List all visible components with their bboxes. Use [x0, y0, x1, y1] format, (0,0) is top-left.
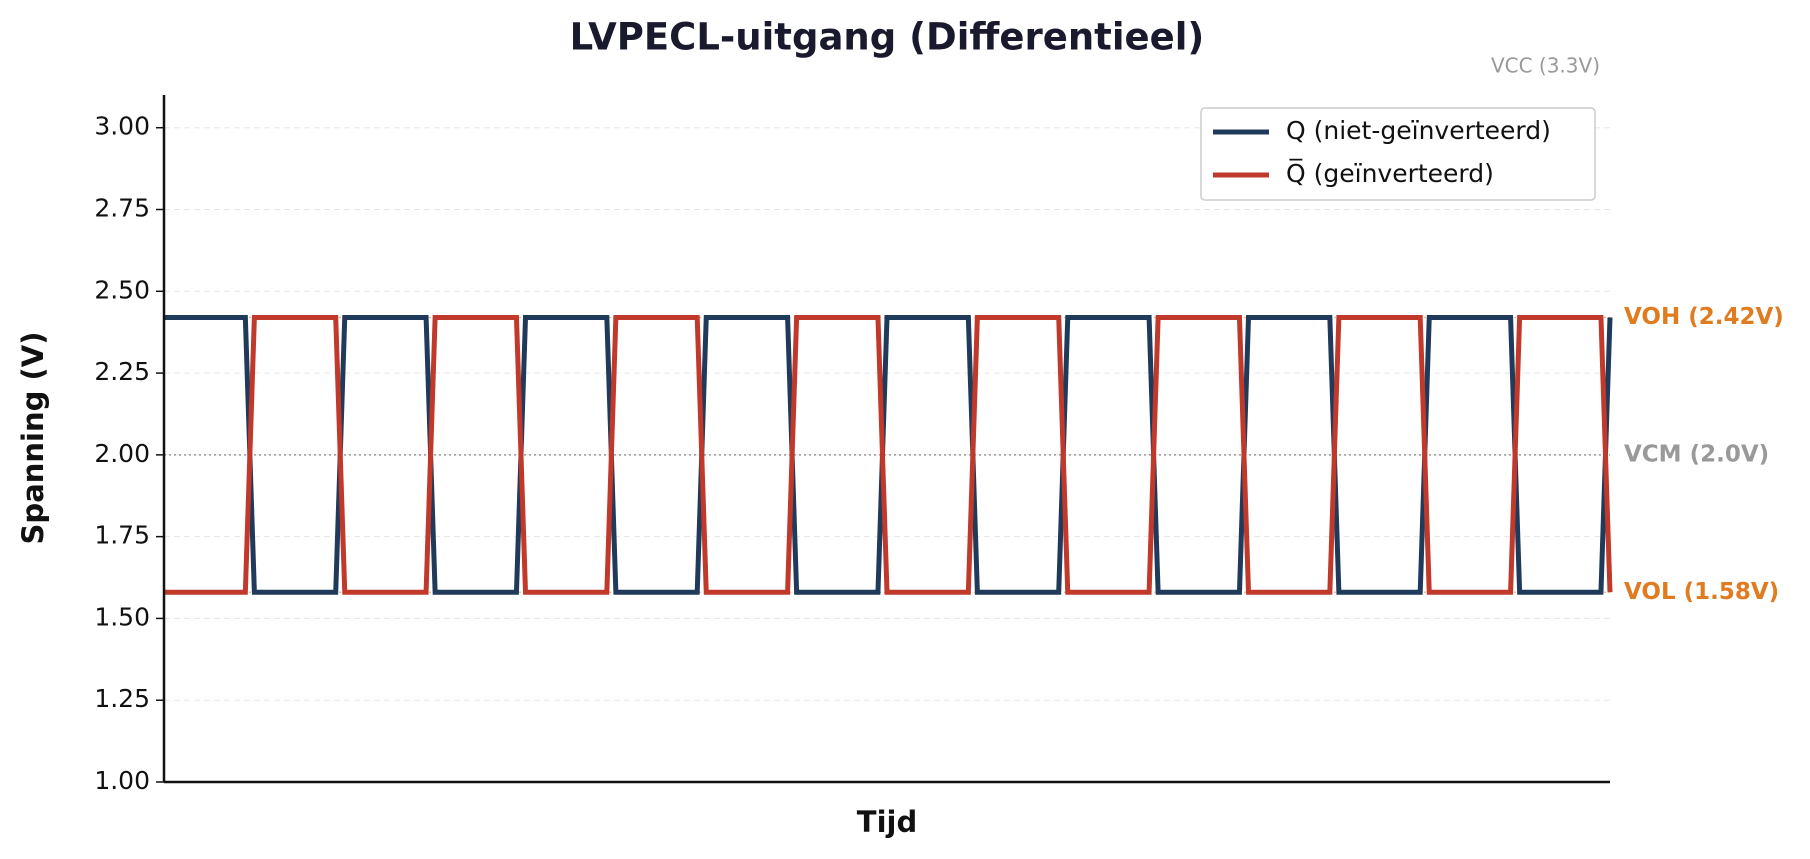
chart-title: LVPECL-uitgang (Differentieel): [570, 16, 1205, 59]
legend: Q (niet-geïnverteerd) Q̅ (geïnverteerd): [1200, 107, 1596, 201]
reference-label: VCM (2.0V): [1624, 441, 1769, 467]
y-tick-label: 1.75: [94, 521, 150, 550]
y-tick-label: 2.50: [94, 275, 150, 304]
y-tick-label: 1.00: [94, 766, 150, 795]
x-axis-label: Tijd: [857, 805, 917, 839]
y-tick-label: 2.00: [94, 439, 150, 468]
legend-label: Q (niet-geïnverteerd): [1286, 116, 1551, 145]
y-tick-label: 1.50: [94, 602, 150, 631]
reference-label: VOH (2.42V): [1624, 304, 1784, 330]
legend-label: Q̅ (geïnverteerd): [1286, 158, 1494, 188]
y-axis-label: Spanning (V): [16, 332, 50, 545]
y-tick-label: 3.00: [94, 112, 150, 141]
series-line: [164, 314, 1613, 595]
reference-label: VOL (1.58V): [1624, 579, 1779, 605]
y-tick-label: 1.25: [94, 684, 150, 713]
legend-box: [1200, 107, 1596, 201]
y-tick-label: 2.25: [94, 357, 150, 386]
reference-label: VCC (3.3V): [1491, 54, 1600, 78]
series-line: [164, 314, 1613, 595]
y-tick-label: 2.75: [94, 194, 150, 223]
